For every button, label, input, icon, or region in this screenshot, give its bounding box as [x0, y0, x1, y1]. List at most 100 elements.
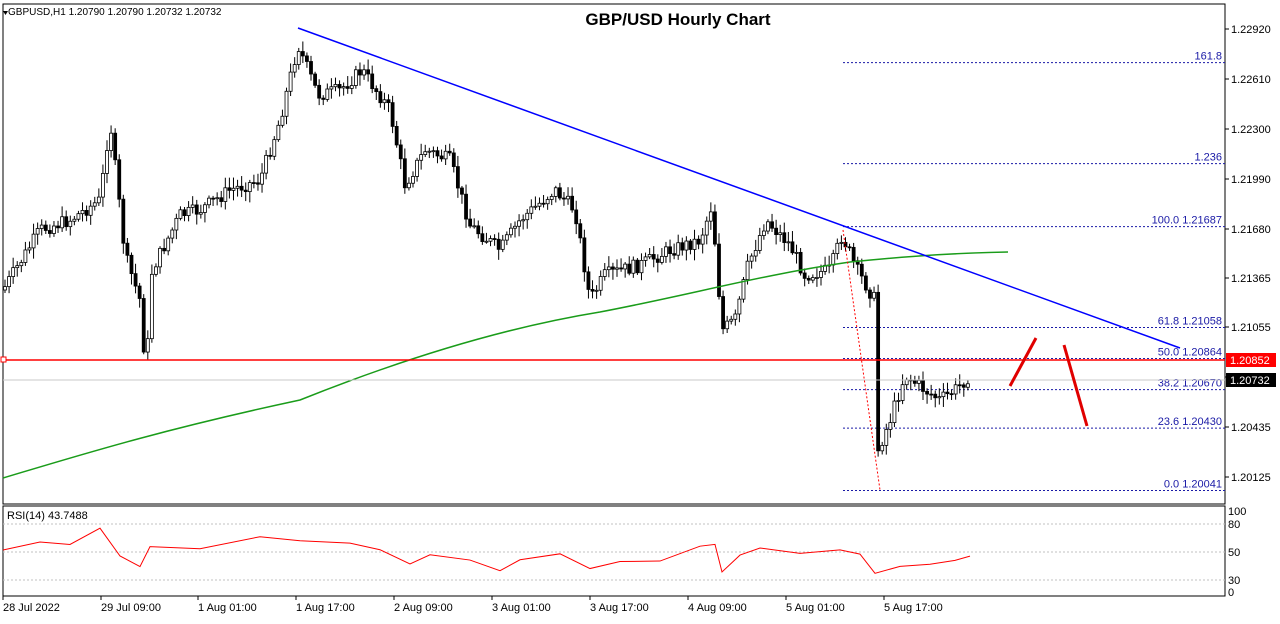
candle-body: [345, 86, 350, 89]
candle-body: [435, 150, 440, 157]
candle-body: [627, 263, 632, 274]
candle-body: [725, 320, 730, 330]
candle-body: [802, 272, 807, 279]
candle-body: [476, 225, 481, 235]
candle-body: [798, 251, 803, 274]
time-label: 1 Aug 17:00: [296, 602, 355, 614]
time-axis: 28 Jul 2022 29 Jul 09:00 1 Aug 01:00 1 A…: [2, 596, 943, 614]
candle-body: [774, 227, 779, 235]
candle-body: [149, 273, 154, 340]
candle-body: [455, 166, 460, 189]
candle-body: [668, 246, 672, 255]
candle-body: [537, 202, 542, 207]
candle-body: [770, 221, 774, 229]
candle-body: [672, 253, 677, 256]
candle-body: [154, 266, 158, 275]
fib-level-label: 0.0 1.20041: [1164, 478, 1222, 490]
candle-body: [872, 291, 876, 299]
candle-body: [125, 242, 130, 256]
candle-body: [76, 213, 81, 220]
candle-body: [464, 193, 468, 220]
candle-body: [52, 225, 56, 234]
candle-body: [692, 238, 697, 250]
candle-body: [256, 182, 260, 185]
candle-body: [329, 86, 334, 90]
candle-body: [215, 197, 220, 200]
candle-body: [325, 88, 330, 100]
candle-body: [288, 71, 293, 92]
candle-body: [382, 99, 387, 104]
candle-body: [578, 223, 583, 239]
candle-body: [590, 289, 595, 292]
candle-body: [19, 262, 24, 267]
candle-body: [166, 237, 171, 252]
candle-body: [868, 289, 872, 299]
fib-level-label: 61.8 1.21058: [1158, 315, 1222, 327]
candle-body: [292, 64, 297, 73]
candle-body: [174, 217, 179, 231]
moving-average-line: [2, 251, 1009, 479]
fib-level-label: 23.6 1.20430: [1158, 416, 1222, 428]
candle-body: [659, 255, 664, 263]
candle-body: [639, 260, 644, 274]
candle-body: [84, 210, 89, 216]
candle-body: [362, 69, 366, 76]
fib-level-label: 161.8: [1194, 51, 1222, 63]
candle-body: [794, 251, 799, 254]
candle-body: [366, 69, 371, 75]
candle-body: [566, 195, 570, 200]
candle-body: [517, 220, 521, 227]
candle-body: [810, 277, 815, 281]
rsi-label: RSI(14) 43.7488: [7, 510, 88, 522]
candle-body: [460, 187, 464, 195]
rsi-tick: 50: [1228, 547, 1240, 559]
candle-body: [753, 250, 758, 257]
candle-body: [158, 247, 162, 268]
candle-body: [239, 185, 244, 191]
candle-body: [831, 253, 836, 266]
candle-body: [88, 205, 93, 216]
candle-body: [582, 237, 587, 273]
candle-body: [190, 204, 195, 208]
current-price-box: [1226, 353, 1276, 367]
last-price-box: [1226, 373, 1276, 387]
candle-body: [358, 69, 362, 76]
candle-body: [186, 206, 191, 217]
candle-body: [333, 84, 338, 88]
candle-body: [105, 150, 109, 174]
candle-body: [211, 197, 215, 200]
candle-body: [353, 69, 358, 86]
candle-body: [272, 139, 277, 157]
candle-body: [419, 154, 424, 161]
candle-body: [945, 391, 950, 395]
candle-body: [737, 298, 742, 315]
candle-body: [835, 242, 840, 254]
candle-body: [745, 260, 750, 280]
candle-body: [749, 255, 754, 262]
candle-body: [251, 182, 256, 184]
candle-body: [162, 247, 167, 252]
candle-body: [525, 212, 530, 221]
candle-body: [203, 204, 207, 213]
candle-body: [615, 267, 619, 270]
candle-body: [594, 289, 599, 292]
forecast-up-stroke: [1008, 337, 1038, 387]
candle-body: [782, 232, 787, 243]
candle-body: [480, 233, 485, 242]
candle-body: [925, 391, 929, 395]
candlesticks: [3, 41, 970, 457]
candle-body: [431, 150, 436, 153]
candle-body: [504, 234, 509, 241]
forecast-down-stroke: [1062, 344, 1089, 427]
candle-body: [839, 241, 844, 244]
candle-body: [921, 380, 925, 392]
candle-body: [696, 238, 701, 245]
candle-body: [439, 155, 444, 160]
time-label: 3 Aug 17:00: [590, 602, 649, 614]
candle-body: [411, 176, 415, 184]
candle-body: [198, 212, 203, 215]
candle-body: [113, 132, 118, 161]
candle-body: [43, 224, 48, 231]
candle-body: [500, 239, 505, 250]
